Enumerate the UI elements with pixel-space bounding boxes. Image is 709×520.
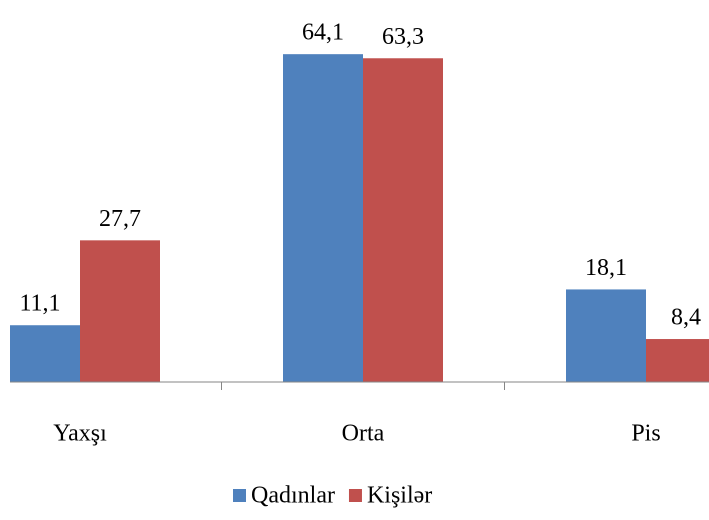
bar: [363, 58, 443, 382]
legend-swatch: [233, 489, 246, 502]
value-label: 8,4: [671, 305, 701, 331]
bar: [566, 289, 646, 382]
bar: [283, 54, 363, 382]
x-tick-label: Orta: [342, 421, 385, 447]
x-tick-label: Yaxşı: [53, 421, 107, 447]
bar: [80, 240, 160, 382]
bar: [10, 325, 80, 382]
value-label: 63,3: [382, 24, 424, 50]
legend-label: Qadınlar: [251, 483, 335, 509]
value-label: 64,1: [302, 20, 344, 46]
bar: [646, 339, 709, 382]
value-label: 11,1: [19, 291, 60, 317]
legend: Qadınlar Kişilər: [233, 483, 432, 509]
value-label: 18,1: [585, 255, 627, 281]
x-tick-label: Pis: [631, 421, 660, 447]
plot-area: [10, 54, 709, 382]
legend-label: Kişilər: [367, 483, 432, 509]
value-label: 27,7: [99, 206, 141, 232]
legend-swatch: [348, 489, 362, 502]
